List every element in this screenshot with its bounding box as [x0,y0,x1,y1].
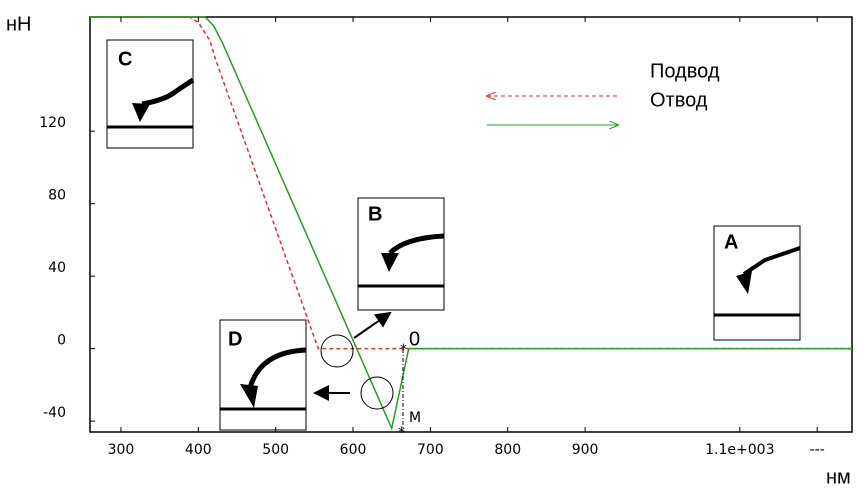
y-tick-label: -40 [43,405,66,421]
highlight-circle [320,334,354,368]
asterisk: * [400,342,407,358]
x-tick-label: 600 [340,442,367,458]
x-tick-label: 300 [108,442,135,458]
y-axis-label: нН [6,13,32,35]
y-tick-label: 0 [57,333,66,349]
plot-frame [89,16,853,433]
x-tick-label: 800 [494,442,521,458]
inset-letter: D [228,328,242,350]
series-line [90,16,852,431]
point-label: M [409,410,421,426]
inset-a: A [713,225,801,341]
y-tick-label: 120 [39,115,66,131]
x-tick-label: 500 [262,442,289,458]
x-tick-label: 1.1e+003 [705,442,774,458]
y-tick-label: 80 [48,188,66,204]
arrow [353,311,392,339]
legend-label: Отвод [650,89,708,111]
inset-d: D [219,319,307,431]
inset-letter: A [724,231,738,253]
point-label: 0 [409,328,420,350]
inset-letter: B [368,203,382,225]
legend-label: Подвод [650,60,720,82]
x-axis-label: нм [826,466,851,488]
highlight-circle [360,376,394,410]
inset-c: C [106,39,195,149]
x-tick-label: --- [810,442,825,458]
x-tick-label: 400 [185,442,212,458]
inset-b: B [357,197,445,311]
inset-letter: C [118,48,132,70]
y-tick-label: 40 [48,260,66,276]
x-tick-label: 900 [572,442,599,458]
x-tick-label: 700 [417,442,444,458]
asterisk: * [398,425,405,441]
